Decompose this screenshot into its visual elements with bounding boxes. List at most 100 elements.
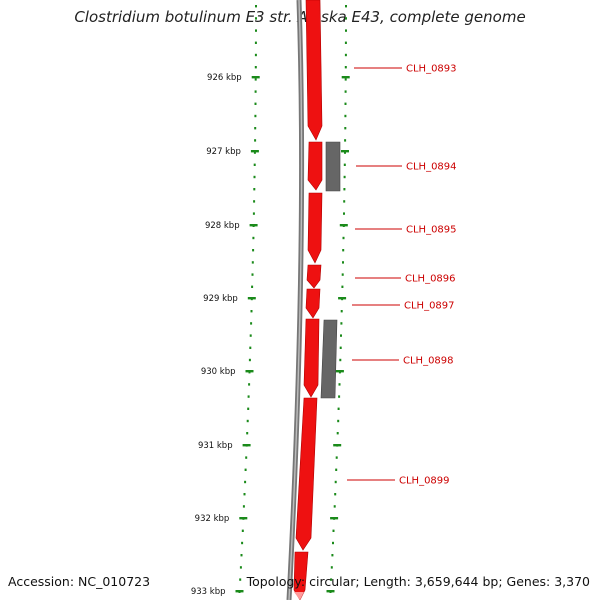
scale-tick-dot — [250, 310, 253, 313]
scale-tick-dot — [243, 493, 246, 496]
scale-tick-dot — [342, 236, 345, 240]
scale-tick-dot — [253, 163, 256, 166]
scale-tick-dot — [254, 66, 257, 69]
gene-arrow-tail-highlight — [294, 592, 304, 600]
scale-tick-dot — [338, 383, 341, 386]
scale-major-tick — [247, 297, 256, 300]
scale-label: 932 kbp — [195, 514, 230, 524]
scale-tick-dot — [344, 66, 347, 69]
scale-label: 928 kbp — [205, 221, 240, 231]
scale-tick-dot — [333, 505, 336, 508]
scale-tick-dot — [341, 285, 344, 288]
gene-blocks-other — [320, 141, 341, 399]
scale-tick-dot — [345, 5, 347, 8]
scale-label: 933 kbp — [191, 587, 226, 597]
scale-tick-dot — [330, 566, 333, 569]
scale-tick-dot — [239, 578, 242, 581]
gene-arrow-clh-0894-part[interactable] — [307, 141, 323, 191]
scale-major-tick — [242, 444, 251, 447]
gene-label-clh-0898[interactable]: CLH_0898 — [403, 356, 454, 367]
scale-tick-dot — [249, 334, 252, 337]
scale-tick-dot — [344, 102, 347, 105]
scale-tick-dot — [255, 29, 257, 32]
scale-tick-dot — [254, 102, 257, 105]
scale-major-tick — [249, 224, 258, 227]
scale-tick-dot — [345, 29, 347, 32]
scale-tick-dot — [255, 5, 257, 8]
scale-major-tick — [338, 297, 347, 300]
scale-tick-dot — [340, 334, 342, 337]
scale-tick-dot — [252, 249, 255, 252]
scale-tick-dot — [336, 432, 339, 435]
scale-tick-dot — [339, 358, 342, 362]
scale-tick-dot — [343, 188, 346, 191]
gene-arrow-clh-0898-part[interactable] — [303, 318, 320, 398]
scale-tick-dot — [344, 53, 347, 57]
scale-tick-dot — [335, 468, 338, 471]
gene-label-clh-0893[interactable]: CLH_0893 — [406, 64, 457, 75]
scale-label: 931 kbp — [198, 441, 233, 451]
scale-tick-dot — [344, 90, 347, 93]
scale-tick-dot — [253, 175, 256, 179]
scale-tick-dot — [251, 273, 254, 276]
scale-major-tick — [333, 444, 342, 447]
scale-tick-dot — [343, 200, 346, 203]
scale-major-tick — [251, 76, 260, 79]
scale-tick-dot — [344, 114, 347, 118]
scale-tick-dot — [248, 383, 251, 386]
gene-arrow-clh-0895[interactable] — [307, 192, 323, 264]
scale-tick-dot — [248, 358, 251, 362]
gene-arrow-clh-0893[interactable] — [305, 0, 323, 141]
scale-tick-dot — [337, 407, 340, 410]
scale-tick-dot — [244, 480, 247, 484]
scale-tick-dot — [332, 529, 335, 532]
scale-tick-dot — [241, 529, 244, 532]
scale-tick-dot — [250, 322, 253, 325]
scale-tick-dot — [342, 261, 344, 264]
scale-tick-dot — [251, 261, 254, 264]
scale-label: 927 kbp — [206, 147, 241, 157]
scale-tick-dot — [252, 236, 255, 240]
scale-major-tick — [250, 150, 259, 153]
gene-block-clh-0898[interactable] — [320, 319, 338, 399]
scale-tick-dot — [341, 273, 344, 276]
scale-major-tick — [326, 590, 335, 593]
gene-label-clh-0894[interactable]: CLH_0894 — [406, 162, 457, 173]
scale-tick-dot — [253, 151, 256, 154]
gene-label-clh-0899[interactable]: CLH_0899 — [399, 476, 450, 487]
scale-tick-dot — [334, 493, 337, 496]
gene-arrow-clh-0899[interactable] — [295, 397, 318, 551]
gene-arrow-clh-0896[interactable] — [306, 264, 322, 289]
genome-backbone-highlight — [288, 0, 303, 600]
scale-labels: 926 kbp 927 kbp 928 kbp 929 kbp 930 kbp 931 k… — [191, 73, 350, 597]
scale-tick-dot — [339, 346, 342, 349]
scale-tick-dot — [253, 200, 256, 203]
scale-label: 926 kbp — [207, 73, 242, 83]
gene-label-clh-0897[interactable]: CLH_0897 — [404, 301, 455, 312]
scale-tick-dot — [254, 90, 257, 93]
scale-tick-dot — [254, 53, 257, 57]
scale-tick-dot — [254, 127, 257, 130]
scale-tick-dot — [253, 188, 256, 191]
genome-summary-text: Topology: circular; Length: 3,659,644 bp… — [246, 574, 590, 589]
gene-label-clh-0895[interactable]: CLH_0895 — [406, 225, 457, 236]
scale-label: 930 kbp — [201, 367, 236, 377]
gene-block-clh-0894[interactable] — [325, 141, 341, 192]
scale-tick-dot — [331, 554, 334, 557]
gene-label-clh-0896[interactable]: CLH_0896 — [405, 274, 456, 285]
scale-tick-dot — [338, 395, 341, 398]
scale-tick-dot — [251, 285, 254, 288]
scale-tick-dot — [249, 346, 252, 349]
gene-arrows-forward — [293, 0, 323, 600]
scale-tick-dot — [254, 114, 257, 118]
scale-tick-dot — [240, 554, 243, 557]
scale-tick-dot — [344, 41, 347, 44]
gene-arrow-clh-0897[interactable] — [305, 288, 321, 319]
scale-tick-dot — [334, 480, 337, 484]
scale-tick-dot — [239, 566, 242, 569]
scale-tick-dot — [344, 127, 347, 130]
scale-major-tick — [339, 224, 348, 227]
scale-tick-dot — [340, 322, 343, 325]
scale-tick-dot — [247, 407, 250, 410]
scale-tick-dot — [241, 541, 244, 545]
